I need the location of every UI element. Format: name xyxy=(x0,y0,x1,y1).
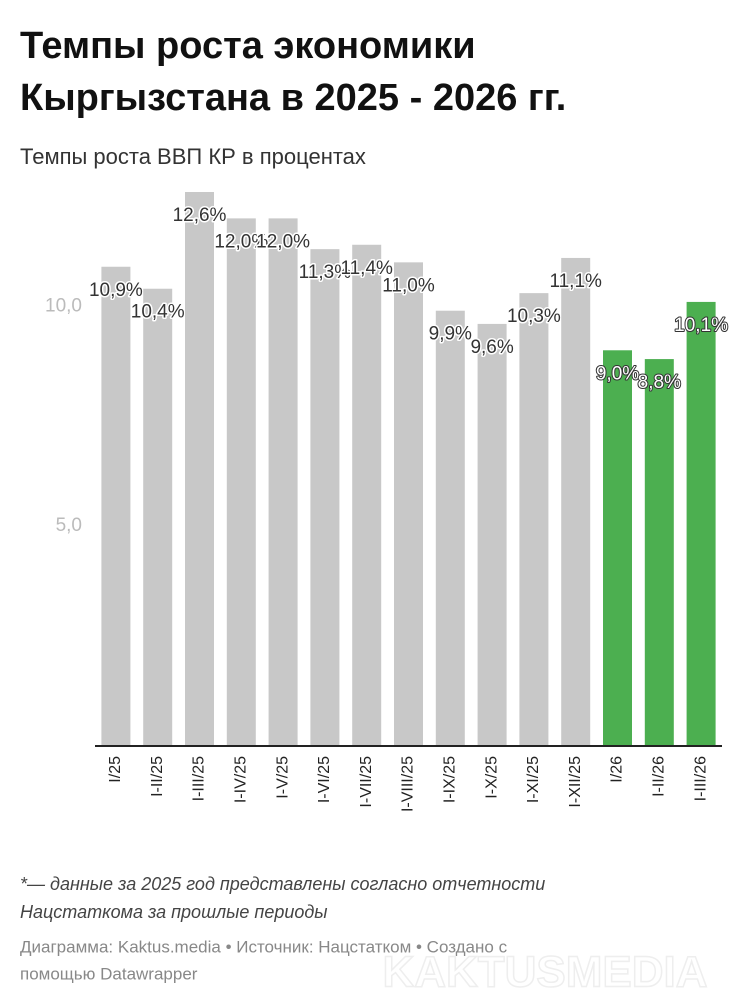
x-tick-label: I-II/26 xyxy=(651,756,668,797)
data-label: 9,9% xyxy=(429,324,472,345)
x-tick-label: I-III/26 xyxy=(692,756,709,801)
watermark: KAKTUSMEDIA xyxy=(382,948,707,997)
data-label: 11,0% xyxy=(382,275,435,296)
chart-title: Темпы роста экономики xyxy=(20,25,476,67)
data-label: 12,6% xyxy=(173,205,227,226)
bar xyxy=(686,301,716,746)
x-tick-label: I-III/25 xyxy=(191,756,208,801)
footer: Диаграмма: Kaktus.media • Источник: Нацс… xyxy=(20,937,508,956)
bar xyxy=(101,266,131,746)
bar xyxy=(561,257,591,746)
footer: помощью Datawrapper xyxy=(20,964,198,983)
x-tick-label: I-XII/25 xyxy=(567,756,584,808)
bar xyxy=(644,359,674,746)
x-tick-label: I/26 xyxy=(609,756,626,783)
data-label: 12,0% xyxy=(256,231,310,252)
y-tick-label: 10,0 xyxy=(45,295,82,316)
data-label: 11,3% xyxy=(299,262,352,283)
data-label: 10,9% xyxy=(89,280,143,301)
note: Нацстаткома за прошлые периоды xyxy=(20,902,328,922)
y-tick-label: 5,0 xyxy=(56,515,82,536)
bar xyxy=(352,244,382,746)
bar xyxy=(226,218,256,746)
data-label: 11,4% xyxy=(340,258,393,279)
data-label: 10,3% xyxy=(507,306,561,327)
x-tick-label: I-V/25 xyxy=(274,756,291,799)
x-tick-label: I-X/25 xyxy=(483,756,500,799)
x-tick-label: I-VIII/25 xyxy=(400,756,417,812)
bar xyxy=(268,218,298,746)
data-label: 10,4% xyxy=(131,302,185,323)
bar xyxy=(394,262,423,746)
chart-subtitle: Темпы роста ВВП КР в процентах xyxy=(20,144,366,169)
bar xyxy=(310,249,340,746)
chart-title: Кыргызстана в 2025 - 2026 гг. xyxy=(20,77,566,119)
bar xyxy=(143,288,173,746)
bar xyxy=(185,192,214,746)
data-label: 11,1% xyxy=(549,271,602,292)
x-tick-label: I-II/25 xyxy=(149,756,166,797)
data-label: 12,0% xyxy=(214,231,268,252)
data-label: 8,8% xyxy=(638,372,681,393)
x-tick-label: I/25 xyxy=(107,756,124,783)
data-label: 9,6% xyxy=(470,337,513,358)
note: *— данные за 2025 год представлены согла… xyxy=(20,874,545,894)
x-tick-label: I-VI/25 xyxy=(316,756,333,803)
x-tick-label: I-IV/25 xyxy=(233,756,250,803)
bar xyxy=(477,323,507,746)
data-label: 10,1% xyxy=(674,315,728,336)
bar xyxy=(603,350,632,746)
bar xyxy=(435,310,465,746)
x-tick-label: I-XI/25 xyxy=(525,756,542,803)
x-tick-label: I-IX/25 xyxy=(442,756,459,803)
x-tick-label: I-VII/25 xyxy=(358,756,375,808)
data-label: 9,0% xyxy=(596,363,639,384)
bar xyxy=(519,293,549,746)
